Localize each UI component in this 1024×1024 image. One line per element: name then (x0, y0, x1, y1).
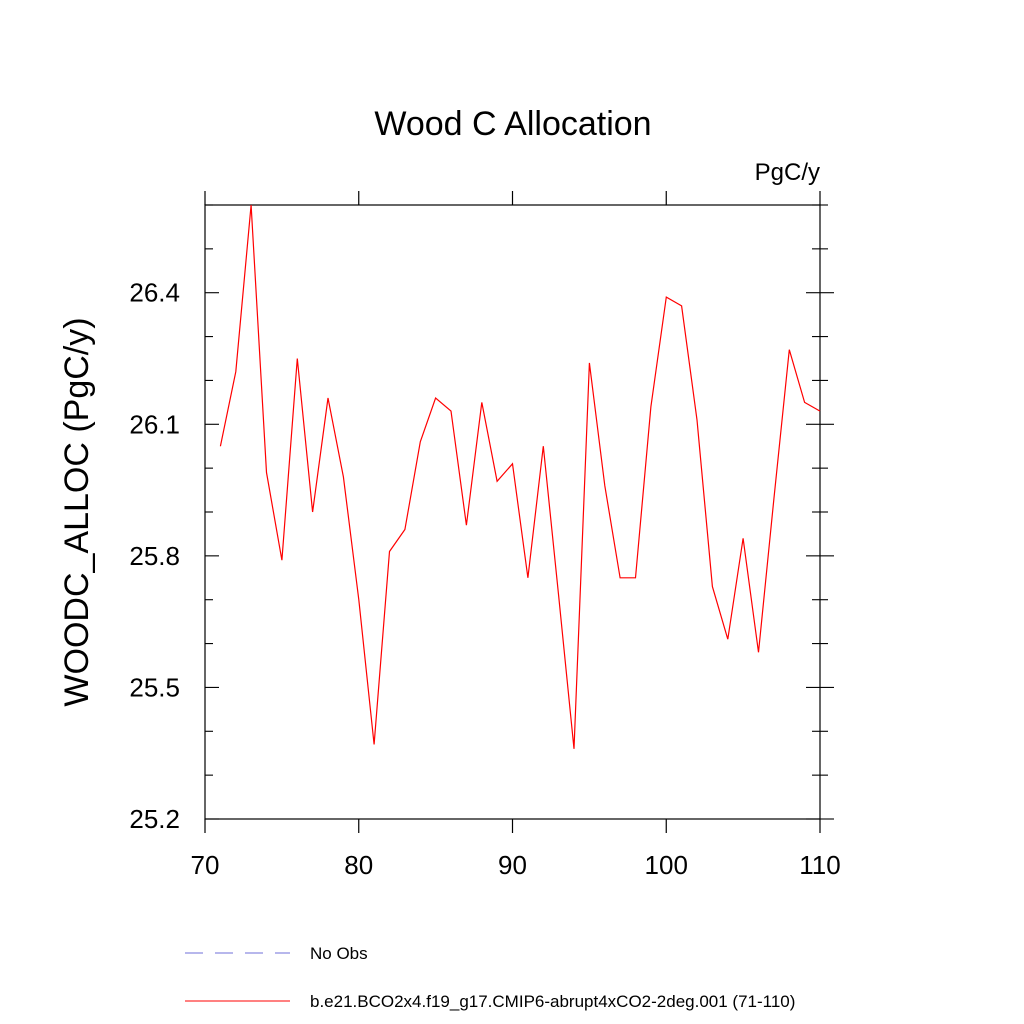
data-point (588, 362, 590, 364)
data-point (404, 528, 406, 530)
data-point (527, 577, 529, 579)
data-point (619, 577, 621, 579)
data-point (819, 410, 821, 412)
data-point (773, 498, 775, 500)
data-point (281, 559, 283, 561)
data-point (496, 480, 498, 482)
x-tick-label: 80 (344, 850, 373, 880)
x-tick-label: 70 (191, 850, 220, 880)
plot-frame (204, 204, 821, 820)
data-point (358, 599, 360, 601)
data-point (650, 406, 652, 408)
data-point (711, 585, 713, 587)
data-point (511, 463, 513, 465)
axis-ticks (204, 191, 834, 833)
data-point (680, 305, 682, 307)
data-point (434, 397, 436, 399)
x-tick-label: 110 (799, 850, 840, 880)
data-point (665, 296, 667, 298)
legend-label: b.e21.BCO2x4.f19_g17.CMIP6-abrupt4xCO2-2… (310, 992, 795, 1011)
y-tick-label: 26.1 (129, 409, 180, 439)
x-tick-label: 100 (645, 850, 688, 880)
legend-label: No Obs (310, 944, 368, 963)
data-point (450, 410, 452, 412)
data-point (542, 445, 544, 447)
data-point (235, 370, 237, 372)
y-axis-label: WOODC_ALLOC (PgC/y) (58, 317, 96, 706)
data-point (557, 594, 559, 596)
data-point (757, 651, 759, 653)
y-tick-label: 25.5 (129, 672, 180, 702)
data-point (250, 204, 252, 206)
data-point (727, 638, 729, 640)
data-point (788, 349, 790, 351)
data-point (265, 471, 267, 473)
data-point (481, 401, 483, 403)
chart-title: Wood C Allocation (374, 105, 651, 143)
data-point (634, 577, 636, 579)
data-point (219, 445, 221, 447)
data-point (573, 748, 575, 750)
tick-labels: 70 80 90 100 110 25.2 25.5 25.8 26.1 26.4 (129, 278, 840, 880)
chart-units: PgC/y (755, 159, 820, 186)
data-point (373, 743, 375, 745)
x-tick-label: 90 (498, 850, 527, 880)
data-point (803, 401, 805, 403)
y-tick-label: 25.8 (129, 541, 180, 571)
legend: No Obs b.e21.BCO2x4.f19_g17.CMIP6-abrupt4… (185, 944, 795, 1011)
series-layer (219, 204, 821, 750)
y-tick-label: 25.2 (129, 804, 180, 834)
series-line (219, 204, 821, 749)
data-point (419, 441, 421, 443)
data-point (465, 524, 467, 526)
y-tick-label: 26.4 (129, 278, 180, 308)
data-point (327, 397, 329, 399)
data-point (696, 419, 698, 421)
data-point (742, 537, 744, 539)
data-point (296, 357, 298, 359)
data-point (311, 511, 313, 513)
data-point (604, 484, 606, 486)
data-point (342, 476, 344, 478)
data-point (388, 550, 390, 552)
